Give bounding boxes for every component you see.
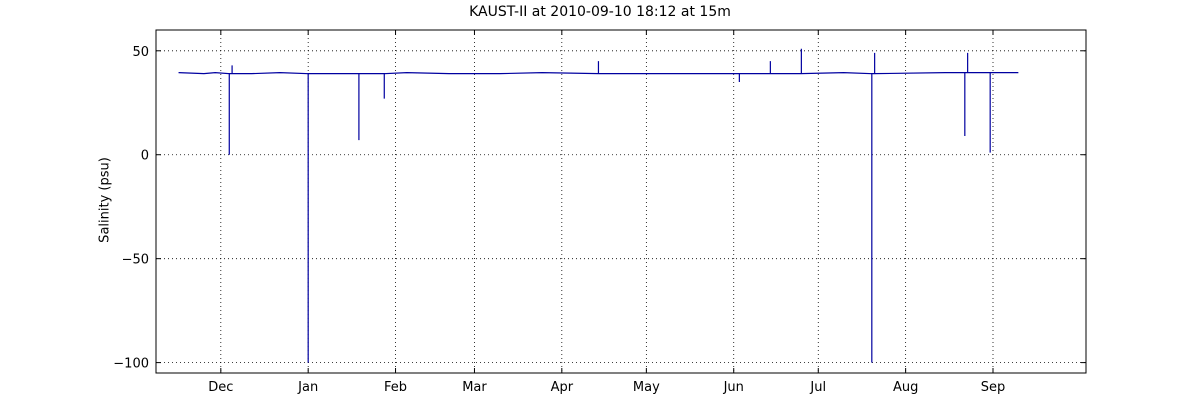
y-tick-label: −50 <box>122 253 149 268</box>
x-tick-label: Aug <box>893 380 918 395</box>
x-tick-label: Dec <box>208 380 233 395</box>
axes-box <box>155 29 1087 374</box>
x-tick-label: Feb <box>384 380 407 395</box>
x-tick-label: May <box>633 380 660 395</box>
x-tick-label: Jul <box>809 380 826 395</box>
salinity-series-line <box>178 48 1019 363</box>
x-tick-label: Sep <box>981 380 1006 395</box>
x-tick-label: Mar <box>462 380 487 395</box>
y-tick-label: 50 <box>132 45 149 60</box>
y-tick-label: 0 <box>141 149 149 164</box>
y-tick-label: −100 <box>113 357 149 372</box>
x-tick-label: Apr <box>551 380 574 395</box>
chart-title: KAUST-II at 2010-09-10 18:12 at 15m <box>469 4 731 20</box>
x-tick-label: Jan <box>297 380 318 395</box>
x-tick-label: Jun <box>723 380 744 395</box>
